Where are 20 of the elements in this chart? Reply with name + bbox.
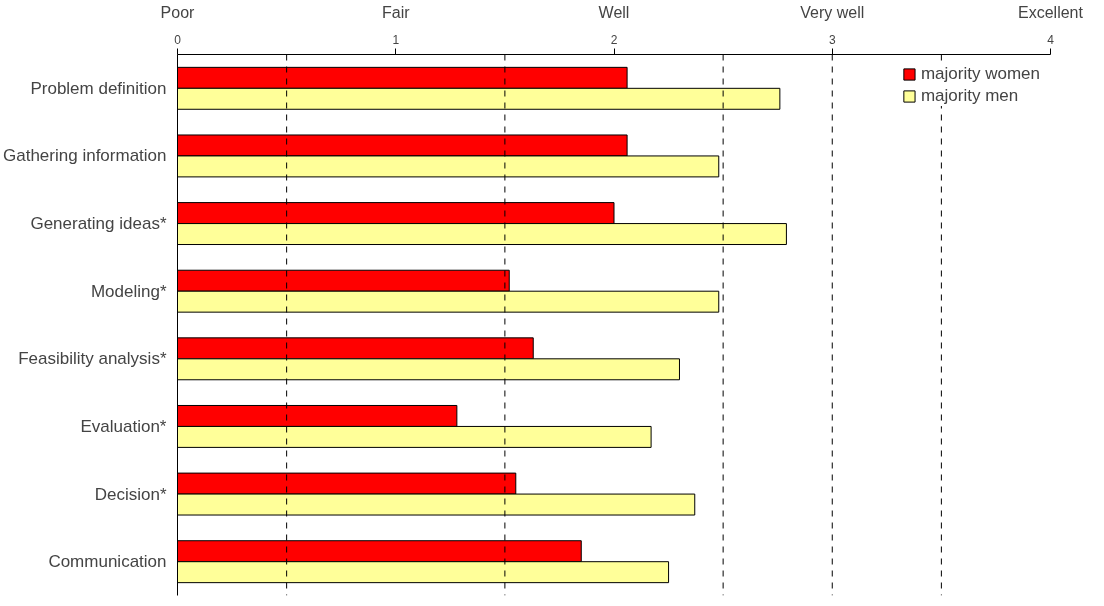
x-tick-label: 2 [610,32,618,47]
x-tick-label: 3 [828,32,836,47]
y-tick-label: Feasibility analysis* [18,349,167,369]
x-tick-label: 0 [174,32,182,47]
y-tick-label: Modeling* [90,281,167,301]
text: Very well [800,3,865,21]
y-tick-label: Communication [48,552,167,572]
legend-label: majority men [920,86,1019,106]
y-tick-label: Decision* [94,484,167,504]
y-tick-label: Gathering information [3,146,167,166]
text: Well [598,3,630,21]
y-tick-label: Evaluation* [80,416,167,436]
text: Fair [381,3,411,21]
x-tick-label: 4 [1047,32,1055,47]
legend-label: majority women [920,64,1040,84]
y-tick-label: Generating ideas* [30,214,167,234]
x-tick-label: 1 [392,32,400,47]
y-tick-label: Problem definition [30,78,167,98]
text: Poor [160,3,196,21]
text: Excellent [1018,3,1084,21]
